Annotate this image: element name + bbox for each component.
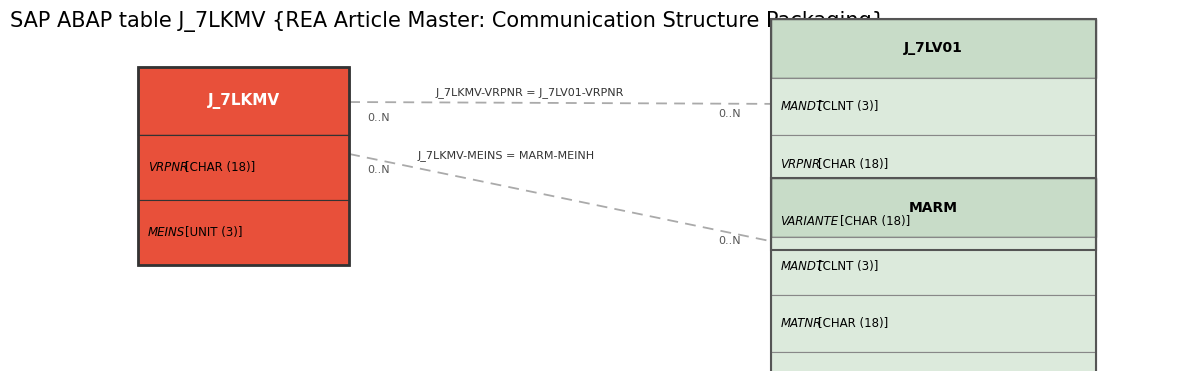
FancyBboxPatch shape: [771, 178, 1096, 237]
FancyBboxPatch shape: [138, 135, 349, 200]
Text: VRPNR: VRPNR: [148, 161, 188, 174]
Text: [CLNT (3)]: [CLNT (3)]: [818, 260, 878, 273]
FancyBboxPatch shape: [138, 67, 349, 135]
FancyBboxPatch shape: [771, 19, 1096, 78]
Text: 0..N: 0..N: [718, 236, 740, 246]
Text: [CHAR (18)]: [CHAR (18)]: [818, 317, 887, 330]
FancyBboxPatch shape: [771, 135, 1096, 193]
FancyBboxPatch shape: [138, 200, 349, 265]
Text: [CHAR (18)]: [CHAR (18)]: [840, 215, 910, 228]
FancyBboxPatch shape: [771, 352, 1096, 371]
Text: 0..N: 0..N: [718, 109, 740, 119]
Text: J_7LV01: J_7LV01: [904, 41, 962, 55]
Text: [CHAR (18)]: [CHAR (18)]: [818, 158, 887, 171]
Text: [CLNT (3)]: [CLNT (3)]: [818, 100, 878, 113]
FancyBboxPatch shape: [771, 193, 1096, 250]
FancyBboxPatch shape: [771, 78, 1096, 135]
Text: [CHAR (18)]: [CHAR (18)]: [185, 161, 255, 174]
Text: MATNR: MATNR: [780, 317, 821, 330]
Text: MARM: MARM: [909, 201, 957, 215]
FancyBboxPatch shape: [771, 295, 1096, 352]
Text: MANDT: MANDT: [780, 100, 824, 113]
Text: VARIANTE: VARIANTE: [780, 215, 838, 228]
Text: 0..N: 0..N: [367, 113, 390, 123]
Text: VRPNR: VRPNR: [780, 158, 820, 171]
Text: MEINS: MEINS: [148, 226, 185, 239]
Text: J_7LKMV-VRPNR = J_7LV01-VRPNR: J_7LKMV-VRPNR = J_7LV01-VRPNR: [436, 88, 624, 98]
Text: [UNIT (3)]: [UNIT (3)]: [185, 226, 243, 239]
Text: J_7LKMV: J_7LKMV: [208, 93, 279, 109]
Text: SAP ABAP table J_7LKMV {REA Article Master: Communication Structure Packaging}: SAP ABAP table J_7LKMV {REA Article Mast…: [10, 11, 885, 32]
Text: J_7LKMV-MEINS = MARM-MEINH: J_7LKMV-MEINS = MARM-MEINH: [417, 151, 595, 161]
FancyBboxPatch shape: [771, 237, 1096, 295]
Text: MANDT: MANDT: [780, 260, 824, 273]
Text: 0..N: 0..N: [367, 165, 390, 175]
